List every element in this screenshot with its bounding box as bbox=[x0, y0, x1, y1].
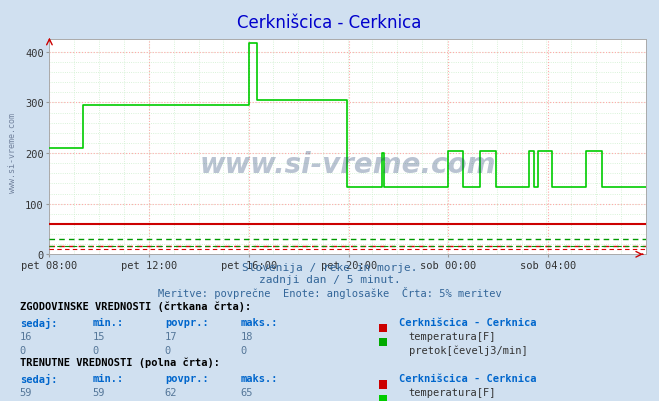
Text: Cerknišcica - Cerknica: Cerknišcica - Cerknica bbox=[399, 317, 536, 327]
Text: sedaj:: sedaj: bbox=[20, 373, 57, 384]
Text: TRENUTNE VREDNOSTI (polna črta):: TRENUTNE VREDNOSTI (polna črta): bbox=[20, 357, 219, 367]
Text: 59: 59 bbox=[92, 387, 105, 397]
Text: povpr.:: povpr.: bbox=[165, 373, 208, 383]
Text: povpr.:: povpr.: bbox=[165, 317, 208, 327]
Text: 18: 18 bbox=[241, 331, 253, 341]
Text: zadnji dan / 5 minut.: zadnji dan / 5 minut. bbox=[258, 275, 401, 285]
Text: 0: 0 bbox=[241, 345, 246, 355]
Text: maks.:: maks.: bbox=[241, 317, 278, 327]
Text: 17: 17 bbox=[165, 331, 177, 341]
Text: Cerknišcica - Cerknica: Cerknišcica - Cerknica bbox=[399, 373, 536, 383]
Text: www.si-vreme.com: www.si-vreme.com bbox=[200, 150, 496, 178]
Text: 0: 0 bbox=[20, 345, 26, 355]
Text: Cerknišcica - Cerknica: Cerknišcica - Cerknica bbox=[237, 14, 422, 32]
Text: min.:: min.: bbox=[92, 317, 123, 327]
Text: 0: 0 bbox=[165, 345, 171, 355]
Text: Slovenija / reke in morje.: Slovenija / reke in morje. bbox=[242, 263, 417, 273]
Text: sedaj:: sedaj: bbox=[20, 317, 57, 328]
Text: min.:: min.: bbox=[92, 373, 123, 383]
Text: 62: 62 bbox=[165, 387, 177, 397]
Text: temperatura[F]: temperatura[F] bbox=[409, 387, 496, 397]
Text: temperatura[F]: temperatura[F] bbox=[409, 331, 496, 341]
Text: maks.:: maks.: bbox=[241, 373, 278, 383]
Text: 59: 59 bbox=[20, 387, 32, 397]
Text: 65: 65 bbox=[241, 387, 253, 397]
Text: www.si-vreme.com: www.si-vreme.com bbox=[8, 112, 17, 192]
Text: pretok[čevelj3/min]: pretok[čevelj3/min] bbox=[409, 345, 527, 355]
Text: Meritve: povprečne  Enote: anglosaške  Črta: 5% meritev: Meritve: povprečne Enote: anglosaške Črt… bbox=[158, 287, 501, 299]
Text: 15: 15 bbox=[92, 331, 105, 341]
Text: ZGODOVINSKE VREDNOSTI (črtkana črta):: ZGODOVINSKE VREDNOSTI (črtkana črta): bbox=[20, 301, 251, 311]
Text: 0: 0 bbox=[92, 345, 98, 355]
Text: 16: 16 bbox=[20, 331, 32, 341]
